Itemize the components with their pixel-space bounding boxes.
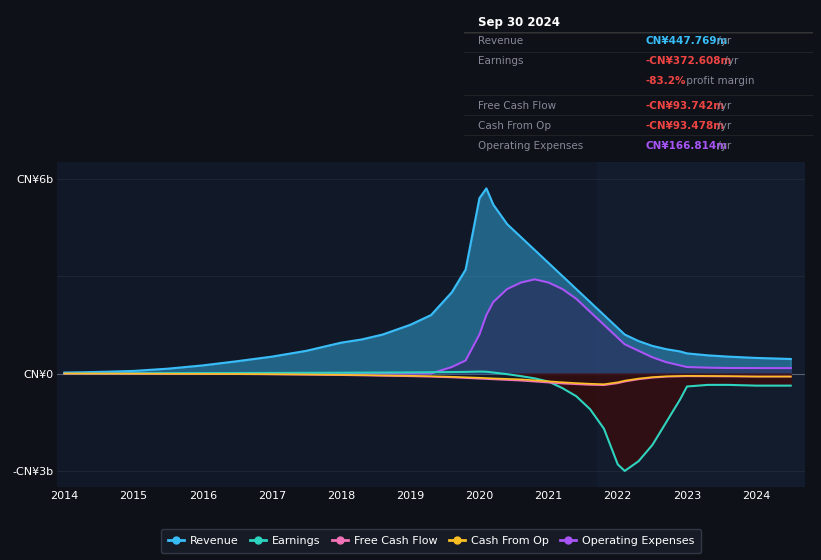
Text: Earnings: Earnings bbox=[478, 57, 523, 67]
Bar bbox=[597, 162, 805, 487]
Text: Cash From Op: Cash From Op bbox=[478, 121, 551, 131]
Legend: Revenue, Earnings, Free Cash Flow, Cash From Op, Operating Expenses: Revenue, Earnings, Free Cash Flow, Cash … bbox=[161, 529, 701, 553]
Text: /yr: /yr bbox=[721, 57, 738, 67]
Text: Revenue: Revenue bbox=[478, 36, 523, 46]
Text: -CN¥93.742m: -CN¥93.742m bbox=[645, 101, 724, 111]
Text: CN¥166.814m: CN¥166.814m bbox=[645, 141, 727, 151]
Text: Operating Expenses: Operating Expenses bbox=[478, 141, 583, 151]
Text: -CN¥372.608m: -CN¥372.608m bbox=[645, 57, 732, 67]
Text: profit margin: profit margin bbox=[683, 77, 754, 86]
Text: /yr: /yr bbox=[714, 121, 732, 131]
Text: /yr: /yr bbox=[714, 141, 732, 151]
Text: -CN¥93.478m: -CN¥93.478m bbox=[645, 121, 724, 131]
Text: /yr: /yr bbox=[714, 101, 732, 111]
Text: Sep 30 2024: Sep 30 2024 bbox=[478, 16, 560, 29]
Text: -83.2%: -83.2% bbox=[645, 77, 686, 86]
Text: CN¥447.769m: CN¥447.769m bbox=[645, 36, 727, 46]
Text: Free Cash Flow: Free Cash Flow bbox=[478, 101, 556, 111]
Text: /yr: /yr bbox=[714, 36, 732, 46]
